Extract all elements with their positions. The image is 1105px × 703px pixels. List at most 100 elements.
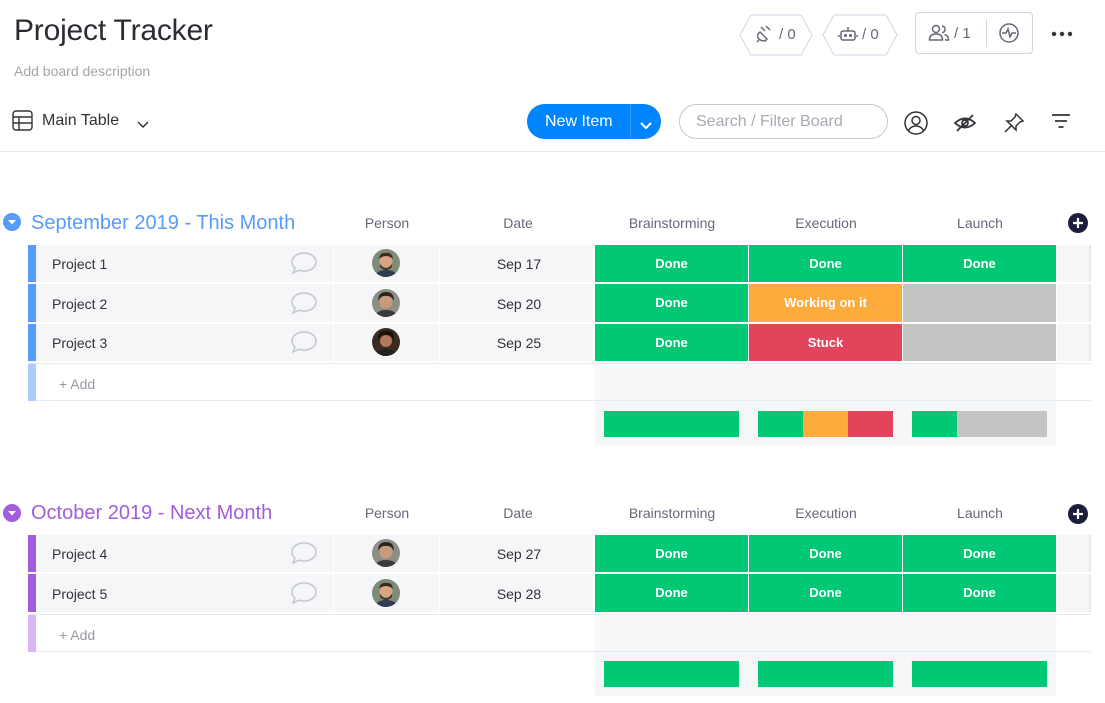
item-cell[interactable]: Project 1 <box>36 245 333 282</box>
group-title[interactable]: October 2019 - Next Month <box>31 502 273 524</box>
status-brainstorming[interactable]: Done <box>595 324 748 361</box>
column-header-execution[interactable]: Execution <box>795 505 857 521</box>
date-cell[interactable]: Sep 27 <box>440 535 593 572</box>
item-name[interactable]: Project 4 <box>52 546 108 562</box>
summary-segment-done <box>604 661 739 687</box>
status-launch[interactable] <box>903 324 1056 361</box>
column-header-person[interactable]: Person <box>364 505 410 521</box>
summary-launch[interactable] <box>912 661 1047 687</box>
status-brainstorming[interactable]: Done <box>595 284 748 322</box>
column-header-date[interactable]: Date <box>503 215 533 231</box>
summary-segment-done <box>604 411 739 437</box>
item-cell[interactable]: Project 4 <box>36 535 333 572</box>
add-item-row[interactable]: + Add <box>28 614 1091 652</box>
board-members-button[interactable]: / 1 <box>915 12 1033 54</box>
item-cell[interactable]: Project 3 <box>36 324 333 361</box>
board-title[interactable]: Project Tracker <box>14 14 213 47</box>
row-color-bar <box>28 324 36 361</box>
automations-button[interactable]: / 0 <box>822 14 898 56</box>
status-execution[interactable]: Done <box>749 245 902 282</box>
status-launch[interactable]: Done <box>903 574 1056 612</box>
divider <box>1089 324 1091 361</box>
add-column-icon[interactable] <box>1068 213 1088 238</box>
new-item-button[interactable]: New Item <box>527 104 661 139</box>
avatar[interactable] <box>372 579 400 607</box>
column-header-execution[interactable]: Execution <box>795 215 857 231</box>
summary-execution[interactable] <box>758 661 893 687</box>
avatar[interactable] <box>372 539 400 567</box>
date-value: Sep 17 <box>496 256 542 272</box>
add-item-input[interactable]: + Add <box>59 627 96 643</box>
add-row-fill <box>595 364 1056 400</box>
avatar[interactable] <box>372 289 400 317</box>
comment-icon[interactable] <box>290 581 318 610</box>
person-cell[interactable] <box>334 284 439 322</box>
person-cell[interactable] <box>334 245 439 282</box>
status-execution[interactable]: Done <box>749 535 902 572</box>
date-cell[interactable]: Sep 25 <box>440 324 593 361</box>
status-execution[interactable]: Working on it <box>749 284 902 322</box>
more-options-icon[interactable] <box>1050 22 1074 51</box>
pin-icon[interactable] <box>1003 112 1025 139</box>
item-name[interactable]: Project 5 <box>52 586 108 602</box>
summary-brainstorming[interactable] <box>604 411 739 437</box>
column-header-launch[interactable]: Launch <box>957 505 1003 521</box>
person-cell[interactable] <box>334 324 439 361</box>
comment-icon[interactable] <box>290 541 318 570</box>
column-header-person[interactable]: Person <box>364 215 410 231</box>
add-item-input[interactable]: + Add <box>59 376 96 392</box>
comment-icon[interactable] <box>290 330 318 359</box>
eye-hide-icon[interactable] <box>953 111 977 140</box>
table-row[interactable]: Project 3 Sep 25 Done Stuck <box>28 324 1091 361</box>
date-cell[interactable]: Sep 20 <box>440 284 593 322</box>
divider <box>630 104 631 139</box>
table-row[interactable]: Project 2 Sep 20 Done Working on it <box>28 284 1091 322</box>
column-header-launch[interactable]: Launch <box>957 215 1003 231</box>
filter-icon[interactable] <box>1051 113 1071 134</box>
divider <box>1089 535 1091 572</box>
status-brainstorming[interactable]: Done <box>595 245 748 282</box>
column-header-brainstorming[interactable]: Brainstorming <box>628 505 716 521</box>
summary-launch[interactable] <box>912 411 1047 437</box>
comment-icon[interactable] <box>290 291 318 320</box>
column-header-brainstorming[interactable]: Brainstorming <box>628 215 716 231</box>
add-item-row[interactable]: + Add <box>28 363 1091 401</box>
group-title[interactable]: September 2019 - This Month <box>31 212 296 234</box>
item-name[interactable]: Project 1 <box>52 256 108 272</box>
item-cell[interactable]: Project 2 <box>36 284 333 322</box>
status-launch[interactable]: Done <box>903 245 1056 282</box>
column-header-date[interactable]: Date <box>503 505 533 521</box>
item-name[interactable]: Project 2 <box>52 296 108 312</box>
person-cell[interactable] <box>334 535 439 572</box>
item-name[interactable]: Project 3 <box>52 335 108 351</box>
date-cell[interactable]: Sep 17 <box>440 245 593 282</box>
table-row[interactable]: Project 4 Sep 27 Done Done Done <box>28 535 1091 572</box>
activity-icon[interactable] <box>998 22 1020 49</box>
table-row[interactable]: Project 1 Sep 17 Done Done Done <box>28 245 1091 282</box>
person-cell[interactable] <box>334 574 439 612</box>
status-brainstorming[interactable]: Done <box>595 535 748 572</box>
summary-execution[interactable] <box>758 411 893 437</box>
status-launch[interactable]: Done <box>903 535 1056 572</box>
group-collapse-icon[interactable] <box>3 504 21 527</box>
integrations-button[interactable]: / 0 <box>739 14 813 56</box>
status-brainstorming[interactable]: Done <box>595 574 748 612</box>
status-execution[interactable]: Stuck <box>749 324 902 361</box>
avatar[interactable] <box>372 249 400 277</box>
add-column-icon[interactable] <box>1068 504 1088 529</box>
table-row[interactable]: Project 5 Sep 28 Done Done Done <box>28 574 1091 612</box>
date-cell[interactable]: Sep 28 <box>440 574 593 612</box>
status-launch[interactable] <box>903 284 1056 322</box>
item-cell[interactable]: Project 5 <box>36 574 333 612</box>
chevron-down-icon[interactable] <box>137 116 149 134</box>
person-filter-icon[interactable] <box>903 110 929 141</box>
summary-brainstorming[interactable] <box>604 661 739 687</box>
status-execution[interactable]: Done <box>749 574 902 612</box>
row-color-bar <box>28 284 36 322</box>
chevron-down-icon[interactable] <box>640 117 652 135</box>
board-description[interactable]: Add board description <box>14 63 151 79</box>
avatar[interactable] <box>372 328 400 356</box>
comment-icon[interactable] <box>290 251 318 280</box>
search-input[interactable] <box>679 104 888 139</box>
group-collapse-icon[interactable] <box>3 213 21 236</box>
